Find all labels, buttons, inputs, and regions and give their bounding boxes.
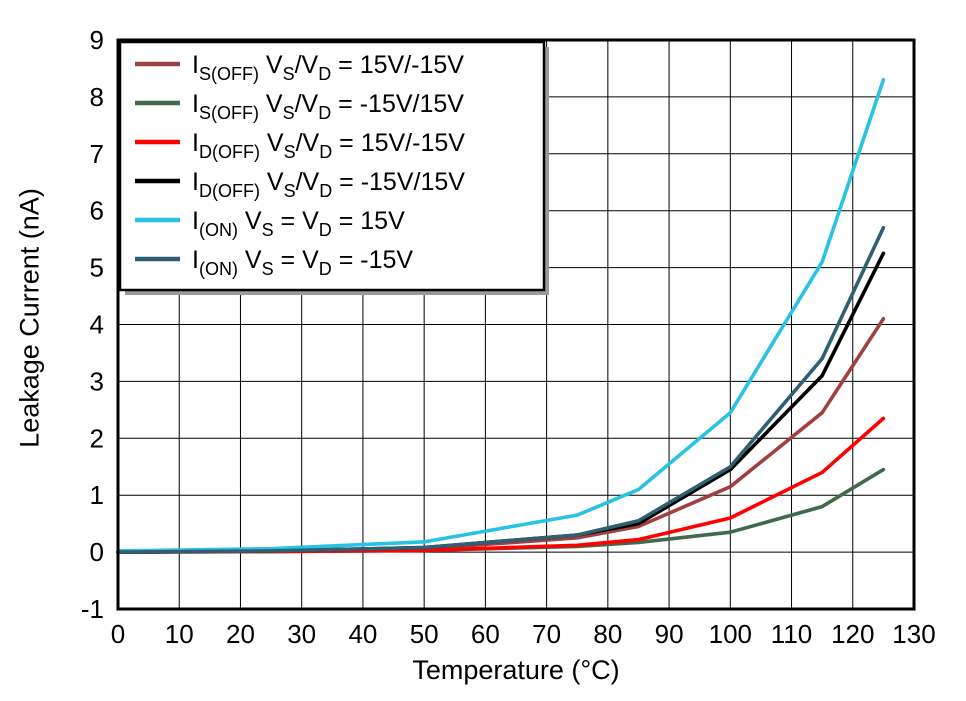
x-tick-label: 120 xyxy=(831,619,874,649)
x-tick-label: 130 xyxy=(892,619,935,649)
series-line-i-on-15v xyxy=(116,78,886,553)
x-tick-label: 40 xyxy=(348,619,377,649)
series-line-i-on-neg15v xyxy=(116,225,886,554)
plot-border xyxy=(116,38,916,611)
y-tick-label: 6 xyxy=(90,196,104,226)
legend-label-i-on-15v: I(ON) VS = VD = 15V xyxy=(192,207,405,240)
y-tick-label: 2 xyxy=(90,423,104,453)
x-tick-label: 110 xyxy=(771,619,812,649)
x-axis-title: Temperature (°C) xyxy=(412,655,620,685)
x-tick-label: 30 xyxy=(287,619,316,649)
series-line-is-off-15v-neg15v xyxy=(116,317,886,554)
y-axis-title: Leakage Current (nA) xyxy=(14,188,45,448)
x-tick-label: 0 xyxy=(111,619,125,649)
legend-label-id-off-15v-neg15v: ID(OFF) VS/VD = 15V/-15V xyxy=(192,129,465,162)
legend-label-i-on-neg15v: I(ON) VS = VD = -15V xyxy=(192,246,413,279)
y-tick-label: -1 xyxy=(81,594,104,624)
x-tick-label: 80 xyxy=(593,619,622,649)
x-tick-label: 20 xyxy=(226,619,255,649)
x-tick-label: 50 xyxy=(410,619,439,649)
y-tick-label: 9 xyxy=(90,25,104,55)
x-tick-label: 70 xyxy=(532,619,561,649)
y-tick-label: 8 xyxy=(90,82,104,112)
y-tick-label: 0 xyxy=(90,537,104,567)
y-tick-label: 1 xyxy=(90,480,104,510)
y-tick-label: 5 xyxy=(90,253,104,283)
legend-label-is-off-15v-neg15v: IS(OFF) VS/VD = 15V/-15V xyxy=(192,51,464,84)
x-tick-label: 60 xyxy=(471,619,500,649)
y-tick-label: 4 xyxy=(90,310,104,340)
legend-label-id-off-neg15v-15v: ID(OFF) VS/VD = -15V/15V xyxy=(192,168,465,201)
series-line-id-off-neg15v-15v xyxy=(116,251,886,554)
legend-box xyxy=(118,40,546,292)
x-tick-label: 90 xyxy=(655,619,684,649)
legend-label-is-off-neg15v-15v: IS(OFF) VS/VD = -15V/15V xyxy=(192,90,464,123)
x-tick-label: 100 xyxy=(709,619,752,649)
y-tick-label: 3 xyxy=(90,366,104,396)
y-tick-label: 7 xyxy=(90,139,104,169)
x-tick-label: 10 xyxy=(165,619,194,649)
